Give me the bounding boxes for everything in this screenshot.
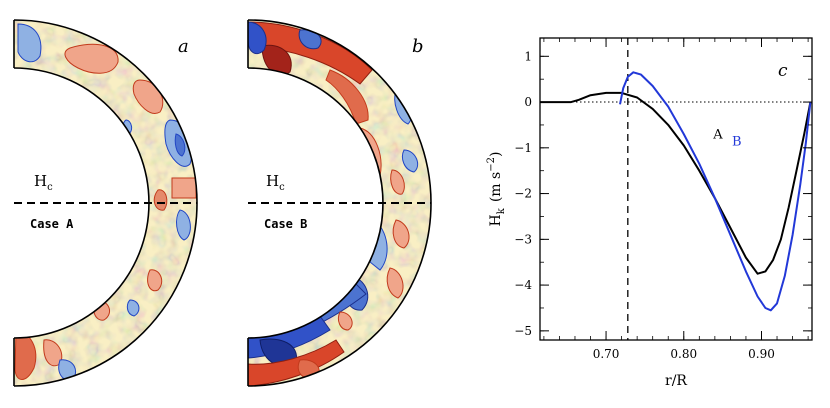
y-tick-label: −4 bbox=[514, 278, 532, 292]
y-tick-label: −1 bbox=[514, 141, 532, 155]
panel-b: Hc Case B b bbox=[247, 19, 432, 387]
case-label: Case A bbox=[30, 217, 74, 231]
y-label-symbol: H bbox=[488, 214, 504, 226]
panel-letter: a bbox=[178, 36, 189, 57]
panel-symbol: Hc bbox=[266, 172, 285, 193]
reference-lines bbox=[540, 38, 812, 340]
series-line-b bbox=[619, 71, 812, 312]
y-label-units: (m s bbox=[488, 172, 504, 202]
series-line-a bbox=[540, 91, 812, 275]
plot-frame bbox=[539, 37, 813, 341]
y-tick-label: −3 bbox=[514, 232, 532, 246]
y-tick-label: −2 bbox=[514, 187, 532, 201]
x-axis-label: r/R bbox=[665, 373, 687, 389]
y-label-exponent: −2 bbox=[486, 157, 497, 172]
x-tick-label: 0.90 bbox=[748, 347, 775, 361]
y-label-close: ) bbox=[488, 152, 504, 157]
x-tick-label: 0.80 bbox=[670, 347, 697, 361]
panel-letter: c bbox=[778, 61, 788, 81]
y-tick-label: 1 bbox=[524, 49, 532, 63]
panel-letter: b bbox=[412, 36, 424, 57]
y-tick-label: −5 bbox=[514, 324, 532, 338]
y-tick-label: 0 bbox=[524, 95, 532, 109]
series-label-a: A bbox=[712, 128, 723, 143]
series-label-b: B bbox=[732, 135, 742, 150]
case-label: Case B bbox=[264, 217, 307, 231]
y-label-subscript: k bbox=[496, 207, 507, 214]
axes: 0.70 0.80 0.90 1 0 −1 −2 −3 −4 −5 bbox=[514, 37, 813, 361]
panel-symbol: Hc bbox=[34, 172, 53, 193]
y-axis-label: Hk (m s−2) bbox=[486, 152, 507, 227]
x-tick-label: 0.70 bbox=[593, 347, 620, 361]
panel-a: Hc Case A a bbox=[13, 19, 198, 387]
